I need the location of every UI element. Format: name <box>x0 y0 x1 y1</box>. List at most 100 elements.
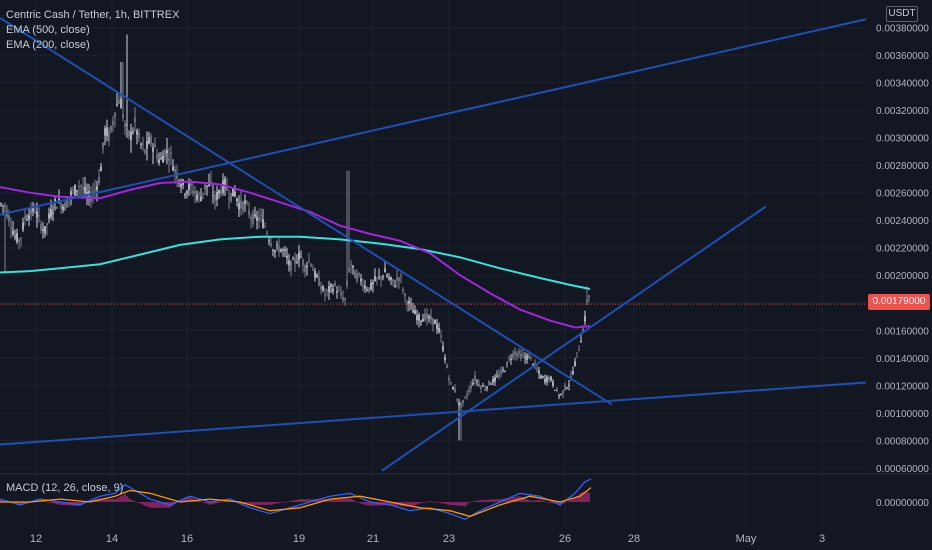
candle-body <box>314 270 316 278</box>
macd-histogram-bar <box>62 502 64 506</box>
candle-body <box>472 382 474 385</box>
candle-body <box>94 189 96 191</box>
macd-legend[interactable]: MACD (12, 26, close, 9) <box>6 482 124 494</box>
candle-body <box>84 186 86 194</box>
ema200-legend[interactable]: EMA (200, close) <box>6 39 90 51</box>
candle-body <box>50 209 52 217</box>
candle-body <box>300 256 302 258</box>
y-tick-label: 0.00160000 <box>876 326 929 337</box>
macd-histogram-bar <box>432 501 434 503</box>
candle-body <box>252 212 254 224</box>
x-tick-label: May <box>736 533 757 545</box>
macd-histogram-bar <box>582 492 584 502</box>
macd-histogram-bar <box>550 502 552 503</box>
candle-body <box>122 113 124 118</box>
candle-body <box>544 379 546 383</box>
y-tick-label: 0.00140000 <box>876 354 929 365</box>
candle-body <box>510 358 512 360</box>
macd-histogram-bar <box>352 499 354 502</box>
candle-body <box>298 252 300 260</box>
candle-body <box>156 154 158 159</box>
macd-histogram-bar <box>224 501 226 502</box>
macd-histogram-bar <box>18 502 20 505</box>
candle-body <box>74 185 76 196</box>
macd-histogram-bar <box>208 502 210 505</box>
candle-body <box>190 183 192 187</box>
candle-body <box>196 194 198 200</box>
macd-histogram-bar <box>268 502 270 505</box>
macd-histogram-bar <box>306 499 308 502</box>
candle-body <box>278 246 280 252</box>
x-tick-label: 16 <box>181 533 193 545</box>
macd-histogram-bar <box>292 500 294 502</box>
macd-histogram-bar <box>532 500 534 502</box>
candle-body <box>148 137 150 144</box>
x-tick-label: 23 <box>443 533 455 545</box>
macd-histogram-bar <box>198 500 200 502</box>
macd-histogram-bar <box>544 501 546 502</box>
candle-body <box>352 265 354 268</box>
candle-body <box>104 128 106 136</box>
macd-histogram-bar <box>330 499 332 502</box>
candle-body <box>566 387 568 389</box>
candle-body <box>448 378 450 381</box>
candle-body <box>12 230 14 235</box>
macd-histogram-bar <box>362 502 364 505</box>
macd-histogram-bar <box>148 502 150 508</box>
macd-pane <box>0 478 592 521</box>
candle-body <box>474 375 476 381</box>
macd-histogram-bar <box>348 498 350 502</box>
currency-unit-badge[interactable]: USDT <box>886 6 918 22</box>
macd-histogram-bar <box>184 498 186 502</box>
candle-body <box>162 155 164 163</box>
candle-body <box>306 265 308 268</box>
x-tick-label: 21 <box>367 533 379 545</box>
trendlines <box>0 17 867 472</box>
candle-body <box>366 289 368 291</box>
candle-body <box>248 210 250 215</box>
macd-histogram-bar <box>104 498 106 502</box>
y-tick-label: 0.00240000 <box>876 216 929 227</box>
candle-body <box>362 284 364 288</box>
candle-body <box>426 313 428 319</box>
macd-histogram-bar <box>116 498 118 502</box>
candle-body <box>360 278 362 282</box>
macd-histogram-bar <box>154 502 156 508</box>
candle-body <box>48 213 50 219</box>
macd-histogram-bar <box>214 502 216 504</box>
macd-histogram-bar <box>206 502 208 504</box>
candle-body <box>24 216 26 219</box>
macd-histogram-bar <box>180 500 182 502</box>
candle-body <box>232 187 234 197</box>
candle-body <box>440 335 442 337</box>
macd-histogram-bar <box>460 502 462 506</box>
candle-body <box>16 233 18 242</box>
macd-histogram-bar <box>350 498 352 502</box>
candle-body <box>378 276 380 278</box>
candle-body <box>256 216 258 221</box>
candle-body <box>272 249 274 251</box>
macd-histogram-bar <box>142 502 144 505</box>
candle-body <box>168 158 170 161</box>
macd-histogram-bar <box>390 502 392 505</box>
candle-body <box>500 370 502 375</box>
candle-body <box>132 131 134 133</box>
candle-body <box>356 273 358 281</box>
candle-body <box>64 202 66 211</box>
macd-histogram-bar <box>496 499 498 502</box>
macd-histogram-bar <box>404 502 406 507</box>
candle-body <box>292 258 294 260</box>
macd-histogram-bar <box>158 502 160 508</box>
candle-body <box>354 270 356 279</box>
candle-body <box>370 283 372 290</box>
ema500-legend[interactable]: EMA (500, close) <box>6 24 90 36</box>
macd-histogram-bar <box>572 498 574 502</box>
candle-body <box>140 143 142 145</box>
symbol-title[interactable]: Centric Cash / Tether, 1h, BITTREX <box>6 9 180 21</box>
candle-body <box>358 273 360 275</box>
candle-body <box>436 324 438 329</box>
candle-body <box>522 354 524 357</box>
candle-body <box>262 219 264 228</box>
candle-body <box>2 205 4 207</box>
macd-histogram-bar <box>190 497 192 502</box>
